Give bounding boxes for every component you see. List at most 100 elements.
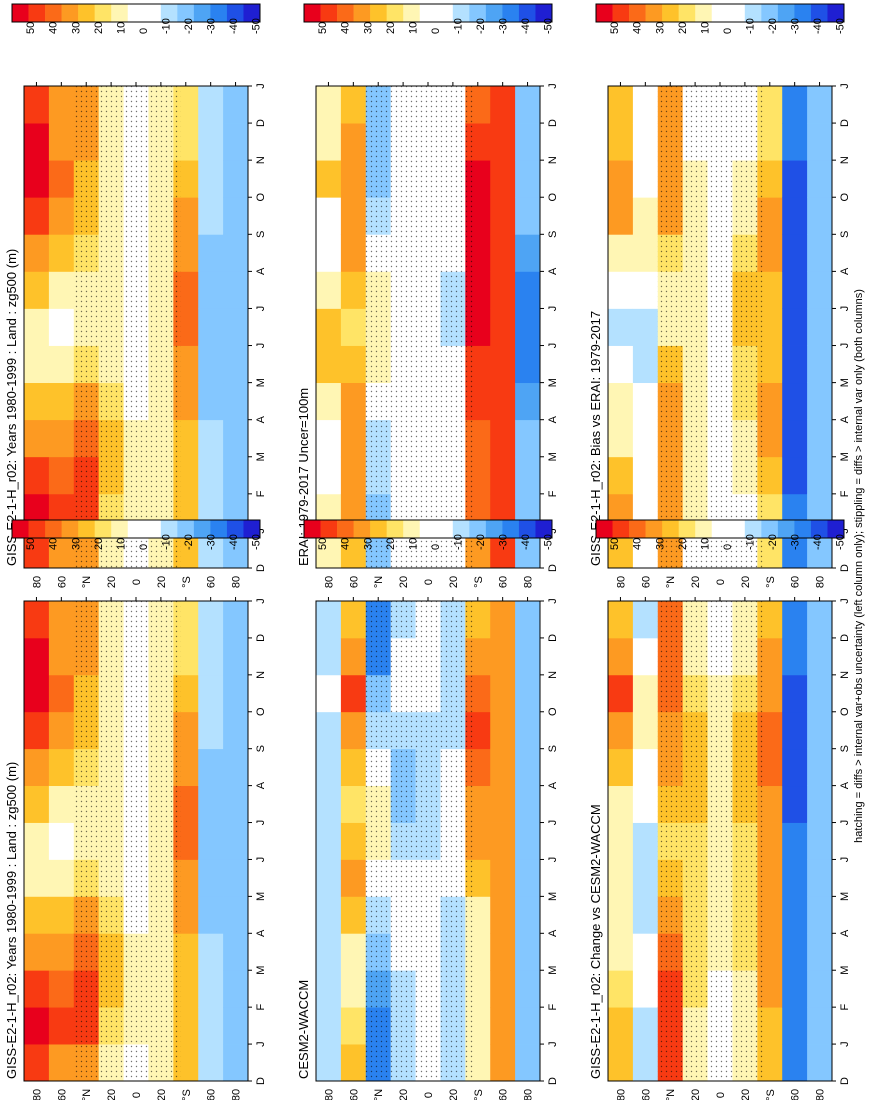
stippling (657, 86, 765, 568)
heatmap-cell (807, 822, 833, 860)
heatmap-cell (515, 197, 541, 235)
lat-tick-label: 0 (423, 579, 435, 585)
colorbar-swatch (243, 4, 261, 22)
heatmap-cell (632, 822, 659, 860)
heatmap-cell (632, 345, 659, 384)
heatmap-cell (340, 1044, 367, 1082)
heatmap-cell (782, 785, 808, 823)
lat-tick-label: 80 (31, 576, 43, 588)
lat-tick-label: °N (665, 1089, 677, 1100)
heatmap-cell (223, 123, 249, 161)
month-tick-label: J (839, 528, 851, 534)
heatmap-cell (223, 933, 249, 971)
lat-tick-label: °S (765, 1089, 777, 1100)
heatmap-cell (198, 674, 224, 713)
colorbar-swatch (535, 520, 553, 538)
colorbar-label: -40 (228, 18, 240, 34)
heatmap-cell (223, 601, 249, 639)
heatmap-cell (223, 456, 249, 495)
heatmap-cell (632, 123, 659, 161)
heatmap-cell (608, 970, 634, 1008)
colorbar-swatch (502, 4, 520, 22)
colorbar-label: 50 (609, 538, 621, 550)
heatmap-cell (490, 711, 516, 750)
lat-tick-label: 20 (690, 1089, 702, 1100)
heatmap-cell (316, 896, 342, 934)
month-tick-label: J (547, 343, 559, 349)
heatmap-cell (807, 859, 833, 897)
heatmap-cell (340, 271, 367, 309)
colorbar-swatch (761, 4, 779, 22)
heatmap-cell (608, 1044, 634, 1082)
panel-middle-left: ERAI: 1979-2017 Uncer=100m 80 60 °N 20 0 20 °S… (296, 3, 559, 588)
heatmap-cell (223, 822, 249, 860)
heatmap-cell (632, 637, 659, 676)
colorbar: 50 40 30 20 10 0 -10 -20 -30 -40 -50 (11, 3, 263, 34)
heatmap-cell (490, 970, 516, 1008)
heatmap-cell (807, 896, 833, 934)
month-tick-label: J (547, 83, 559, 89)
lat-tick-label: 20 (156, 576, 168, 588)
colorbar-label: 40 (340, 22, 352, 34)
colorbar-label: -20 (183, 534, 195, 550)
heatmap-cell (198, 271, 224, 309)
heatmap-cell (490, 674, 516, 713)
colorbar-swatch (304, 4, 321, 22)
panel-title: ERAI: 1979-2017 Uncer=100m (296, 388, 311, 566)
month-tick-label: J (255, 528, 267, 534)
month-tick-label: O (547, 193, 559, 202)
colorbar-swatch (662, 520, 679, 538)
heatmap-cell (223, 234, 249, 272)
colorbar-label: -10 (744, 18, 756, 34)
heatmap-cell (632, 197, 659, 235)
colorbar-label: -10 (452, 534, 464, 550)
heatmap-cell (632, 970, 659, 1008)
month-tick-label: O (547, 707, 559, 716)
heatmap-cell (632, 1044, 659, 1082)
heatmap-cell (632, 711, 659, 750)
colorbar-label: 10 (699, 538, 711, 550)
month-tick-label: J (547, 820, 559, 826)
month-tick-label: J (839, 820, 851, 826)
colorbar-swatch (794, 4, 812, 22)
lat-tick-label: °N (373, 1089, 385, 1100)
lat-tick-label: 60 (206, 576, 218, 588)
colorbar-swatch (12, 520, 29, 538)
heatmap-cell (24, 160, 50, 198)
heatmap-cell (316, 382, 342, 421)
heatmap-cell (24, 308, 50, 346)
heatmap-cell (340, 345, 367, 384)
month-tick-label: J (255, 1041, 267, 1047)
month-tick-label: S (255, 745, 267, 752)
month-tick-label: J (839, 83, 851, 89)
heatmap-cell (608, 896, 634, 934)
heatmap-cell (608, 123, 634, 161)
heatmap-cell (490, 86, 516, 124)
month-tick-label: A (839, 415, 851, 423)
heatmap-cell (223, 785, 249, 823)
month-tick-label: D (547, 119, 559, 127)
month-tick-label: J (255, 857, 267, 863)
colorbar-swatch (45, 520, 62, 538)
heatmap-cell (48, 822, 75, 860)
heatmap-cell (632, 456, 659, 495)
heatmap-cell (316, 748, 342, 787)
heatmap-cell (223, 711, 249, 750)
heatmap-cell (316, 711, 342, 750)
colorbar-label: -40 (520, 534, 532, 550)
month-tick-label: D (255, 119, 267, 127)
heatmap-cell (782, 896, 808, 934)
heatmap-cell (316, 859, 342, 897)
colorbar-swatch (419, 520, 437, 538)
heatmap-cell (807, 933, 833, 971)
month-tick-label: A (255, 267, 267, 275)
heatmap-cell (223, 345, 249, 384)
heatmap-cell (515, 419, 541, 458)
month-tick-label: M (839, 452, 851, 461)
month-tick-label: J (255, 306, 267, 312)
lat-tick-label: °S (473, 576, 485, 588)
heatmap-cell (223, 382, 249, 421)
colorbar-swatch (403, 520, 421, 538)
colorbar-swatch (386, 4, 404, 22)
colorbar-label: -40 (520, 18, 532, 34)
